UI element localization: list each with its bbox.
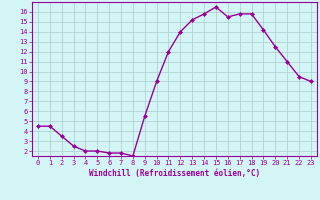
X-axis label: Windchill (Refroidissement éolien,°C): Windchill (Refroidissement éolien,°C) [89, 169, 260, 178]
